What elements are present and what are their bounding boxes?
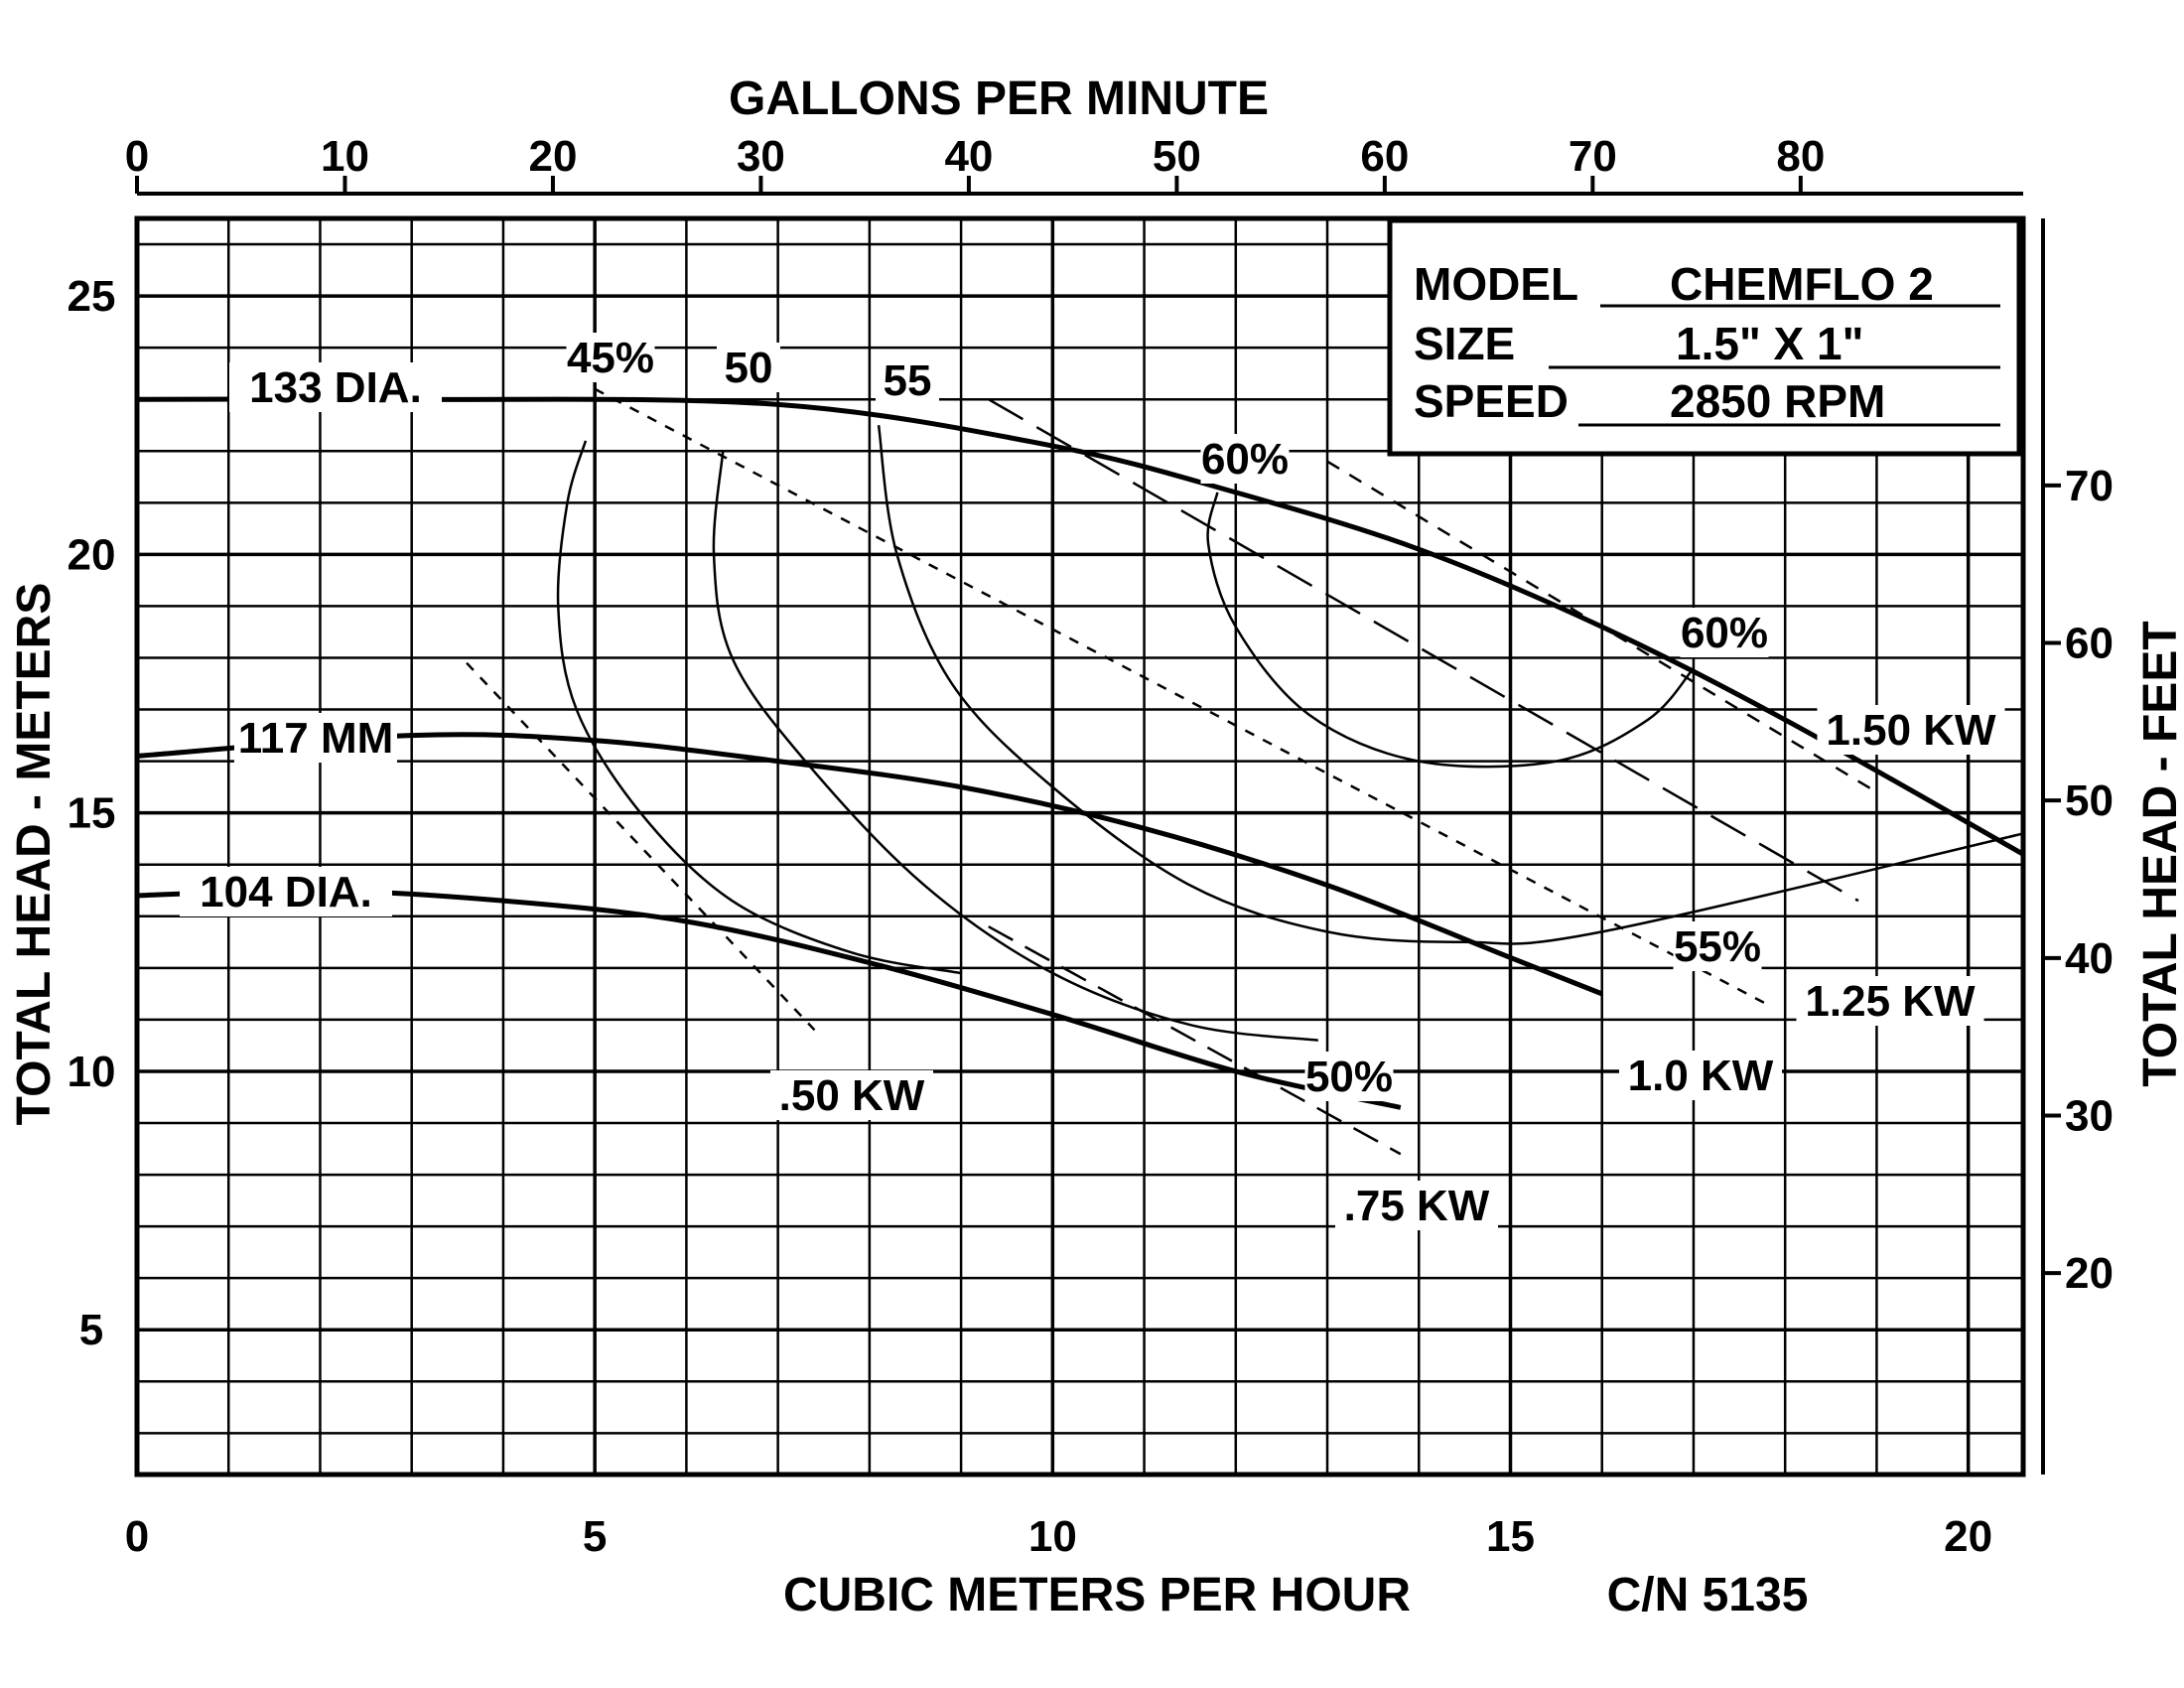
label-eff-55: 55 xyxy=(884,356,932,405)
label-eff-60-right-bg xyxy=(1680,608,1769,657)
x-tick-label: 15 xyxy=(1486,1512,1535,1561)
label-104-dia-bg xyxy=(180,867,392,916)
label-eff-50-bottom: 50% xyxy=(1305,1053,1393,1101)
x-tick-label: 5 xyxy=(583,1512,607,1561)
feet-tick-label: 30 xyxy=(2065,1092,2114,1141)
gpm-tick-label: 10 xyxy=(321,132,369,181)
label-125-kw: 1.25 KW xyxy=(1805,977,1976,1026)
label-eff-50-bottom-bg xyxy=(1304,1052,1394,1101)
y-tick-label: 15 xyxy=(68,789,116,838)
label-050-kw-bg xyxy=(770,1070,933,1120)
y-tick-label: 5 xyxy=(79,1306,103,1354)
curve-labels: 133 DIA. 117 MM 104 DIA. 45% 50 55 60% 60% 55% 50… xyxy=(180,333,2005,1230)
impeller-curve xyxy=(136,888,1402,1110)
label-075-kw: .75 KW xyxy=(1344,1182,1490,1230)
y2-axis-title: TOTAL HEAD - FEET xyxy=(2134,621,2184,1086)
y-axis-title: TOTAL HEAD - METERS xyxy=(8,583,61,1126)
gpm-tick-label: 0 xyxy=(125,132,149,181)
info-box: MODEL CHEMFLO 2 SIZE 1.5" X 1" SPEED 285… xyxy=(1387,217,2022,457)
feet-tick-label: 50 xyxy=(2065,776,2114,825)
label-eff-45-bg xyxy=(566,333,655,382)
gpm-axis: 0 10 20 30 40 50 60 70 80 xyxy=(125,132,2023,196)
feet-tick-label: 60 xyxy=(2065,619,2114,667)
speed-value: 2850 RPM xyxy=(1670,375,1885,427)
power-line xyxy=(988,398,1859,903)
label-125-kw-bg xyxy=(1796,976,1984,1026)
label-eff-45: 45% xyxy=(567,334,654,382)
grid xyxy=(137,218,2023,1475)
label-050-kw: .50 KW xyxy=(779,1071,925,1120)
gpm-tick-label: 80 xyxy=(1776,132,1825,181)
gpm-tick-label: 50 xyxy=(1153,132,1201,181)
efficiency-curve xyxy=(712,451,1318,1042)
efficiency-curve xyxy=(556,440,962,975)
size-label: SIZE xyxy=(1414,318,1515,369)
label-117-mm-bg xyxy=(234,713,397,763)
feet-axis: 20 30 40 50 60 70 xyxy=(2041,218,2114,1475)
gpm-tick-label: 20 xyxy=(528,132,577,181)
y-tick-label: 10 xyxy=(68,1048,116,1096)
power-line xyxy=(988,925,1402,1156)
y-tick-label: 25 xyxy=(68,272,116,321)
label-150-kw: 1.50 KW xyxy=(1826,706,1996,755)
x-tick-label: 10 xyxy=(1028,1512,1077,1561)
model-label: MODEL xyxy=(1414,258,1578,310)
label-150-kw-bg xyxy=(1817,705,2005,755)
label-104-dia: 104 DIA. xyxy=(200,868,372,916)
power-line xyxy=(1326,460,1878,793)
label-10-kw-bg xyxy=(1619,1051,1782,1100)
x-tick-label: 0 xyxy=(125,1512,149,1561)
label-10-kw: 1.0 KW xyxy=(1628,1052,1774,1100)
label-eff-60-right: 60% xyxy=(1681,609,1768,657)
label-eff-50-bg xyxy=(717,343,780,392)
gpm-tick-label: 70 xyxy=(1569,132,1617,181)
gpm-tick-label: 30 xyxy=(737,132,785,181)
label-133-dia: 133 DIA. xyxy=(249,363,422,412)
tick-labels: 0 5 10 15 20 5 10 15 20 25 xyxy=(68,272,1993,1561)
x2-axis-title: GALLONS PER MINUTE xyxy=(729,72,1269,125)
label-eff-50: 50 xyxy=(725,344,773,392)
feet-tick-label: 40 xyxy=(2065,934,2114,983)
size-value: 1.5" X 1" xyxy=(1676,318,1863,369)
plot-frame xyxy=(134,215,2026,1477)
catalog-number: C/N 5135 xyxy=(1607,1569,1809,1621)
efficiency-curve xyxy=(1206,492,1695,769)
label-eff-60-top: 60% xyxy=(1201,435,1289,484)
label-117-mm: 117 MM xyxy=(238,714,394,763)
x-axis-title: CUBIC METERS PER HOUR xyxy=(783,1569,1411,1621)
label-eff-60-top-bg xyxy=(1200,434,1290,484)
label-eff-55-bg xyxy=(876,355,939,405)
impeller-curve xyxy=(136,732,1603,997)
y-tick-label: 20 xyxy=(68,530,116,579)
power-line xyxy=(594,387,1768,1006)
gpm-tick-label: 60 xyxy=(1360,132,1409,181)
feet-tick-label: 70 xyxy=(2065,462,2114,510)
label-eff-55-right: 55% xyxy=(1674,922,1761,971)
gpm-tick-label: 40 xyxy=(944,132,993,181)
label-075-kw-bg xyxy=(1335,1181,1498,1230)
efficiency-curve xyxy=(877,425,2024,945)
feet-tick-label: 20 xyxy=(2065,1249,2114,1298)
label-133-dia-bg xyxy=(229,362,442,412)
label-eff-55-right-bg xyxy=(1673,921,1762,971)
speed-label: SPEED xyxy=(1414,375,1569,427)
x-tick-label: 20 xyxy=(1944,1512,1992,1561)
power-line xyxy=(466,661,816,1032)
model-value: CHEMFLO 2 xyxy=(1670,258,1934,310)
